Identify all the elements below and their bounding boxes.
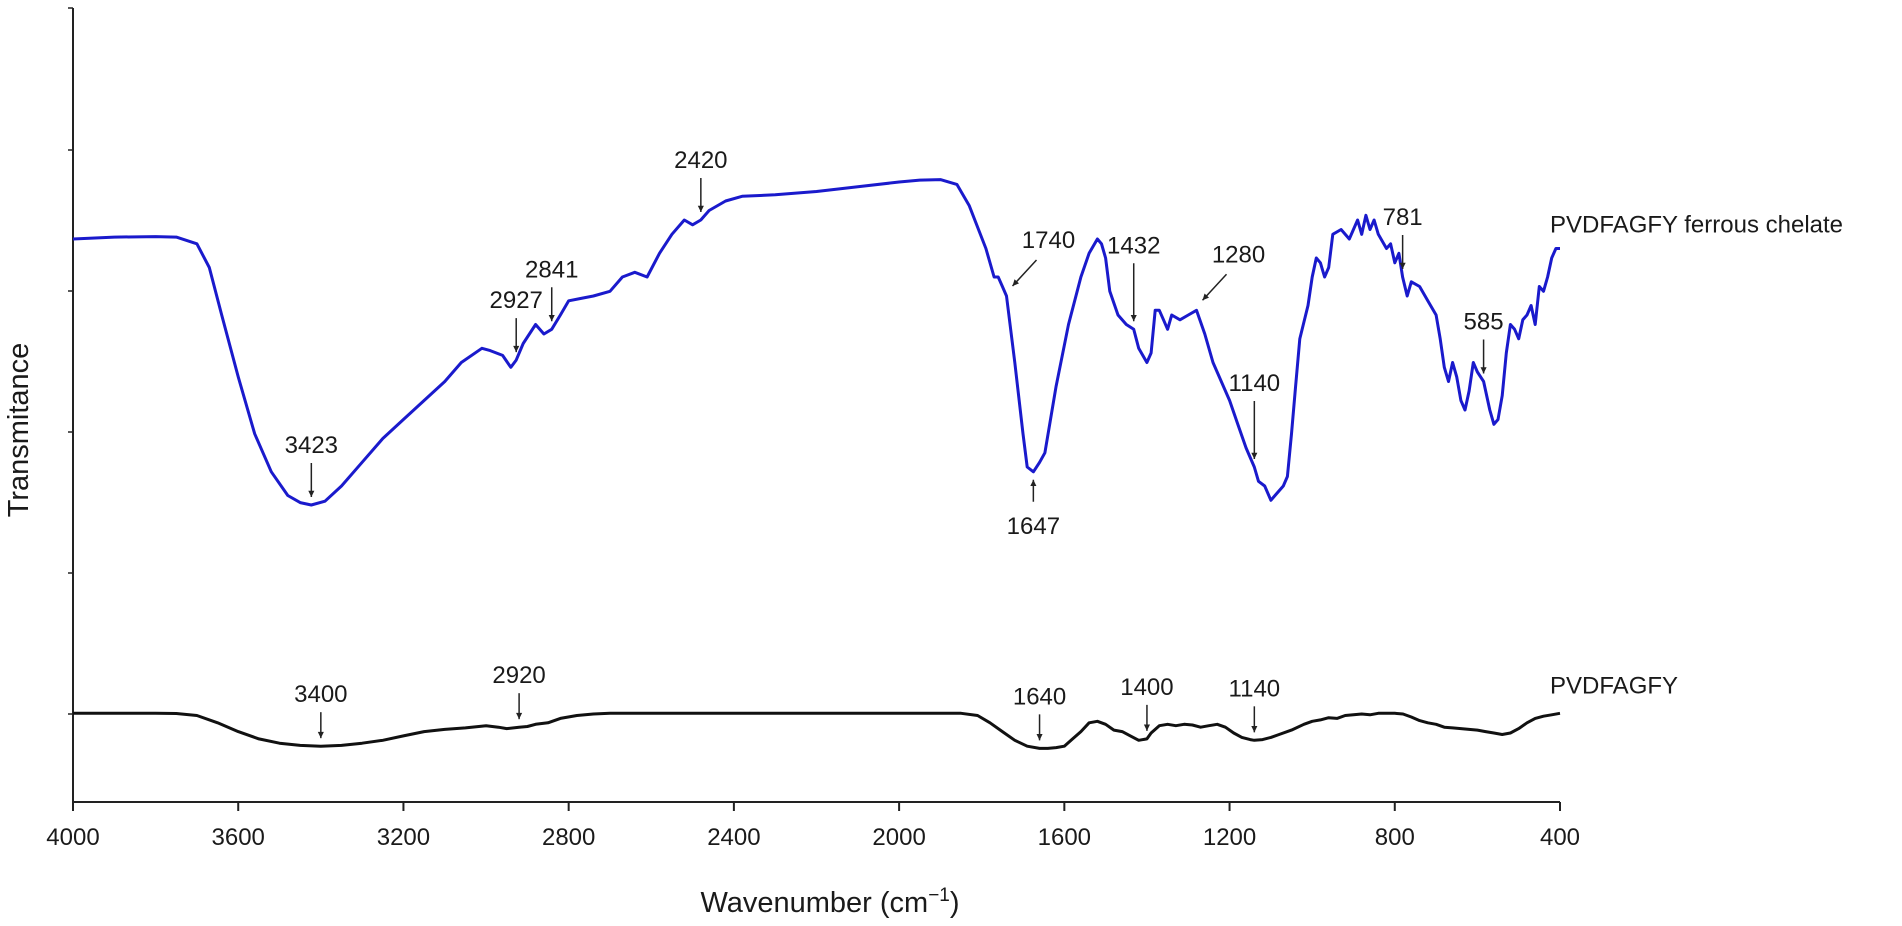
peak-arrowhead <box>697 205 704 212</box>
peak-arrowhead <box>513 345 520 353</box>
peak-label: 781 <box>1383 204 1423 231</box>
peak-label: 2920 <box>492 662 545 689</box>
peak-label: 1400 <box>1120 674 1173 701</box>
axes: 4000 3600 3200 2800 2400 2000 1600 1200 800 400 <box>46 7 1580 851</box>
x-axis-title-superscript: −1 <box>928 885 950 906</box>
peak-label: 3423 <box>285 432 338 459</box>
peak-label: 1647 <box>1007 513 1060 540</box>
peak-arrowhead <box>1480 367 1487 374</box>
peak-label: 2927 <box>490 287 543 314</box>
x-tick-label: 800 <box>1375 824 1415 851</box>
peak-arrowhead <box>1030 479 1037 487</box>
y-axis-title: Transmitance <box>3 343 35 518</box>
x-tick-label: 1600 <box>1038 824 1091 851</box>
peak-label: 1740 <box>1022 227 1075 254</box>
peak-label: 1140 <box>1229 370 1281 397</box>
x-tick-label: 3200 <box>377 824 430 851</box>
x-tick-label: 2400 <box>707 824 760 851</box>
peak-arrowhead <box>1251 452 1258 459</box>
peak-arrowhead <box>317 731 324 739</box>
x-tick-label: 2000 <box>872 824 925 851</box>
peak-arrowhead <box>1251 726 1258 733</box>
peak-label: 3400 <box>294 681 347 708</box>
x-axis-title-close: ) <box>950 887 960 919</box>
peak-label: 1432 <box>1107 232 1160 259</box>
peak-arrowhead <box>516 712 523 720</box>
peak-arrowhead <box>1130 314 1137 322</box>
x-tick-label: 3600 <box>212 824 265 851</box>
peak-label: 585 <box>1464 309 1504 336</box>
peak-arrowhead <box>548 314 555 322</box>
series-line-pvdfagfy <box>73 711 1561 750</box>
x-axis-title: Wavenumber (cm−1) <box>700 885 959 919</box>
peak-label: 1140 <box>1229 675 1281 702</box>
series-label-ferrous-chelate: PVDFAGFY ferrous chelate <box>1550 212 1843 239</box>
series-layer: PVDFAGFY ferrous chelate PVDFAGFY <box>72 178 1843 750</box>
series-line-ferrous-chelate <box>72 178 1560 507</box>
x-tick-label: 4000 <box>46 824 99 851</box>
peak-annotations: 3423 2927 2841 2420 1740 1432 1280 1647 1140 781 5… <box>285 147 1504 741</box>
peak-arrowhead <box>308 490 315 497</box>
x-tick-label: 2800 <box>542 824 595 851</box>
peak-arrowhead <box>1143 724 1150 731</box>
x-tick-label: 400 <box>1540 824 1580 851</box>
peak-label: 2420 <box>674 147 727 174</box>
x-axis-title-text: Wavenumber (cm <box>700 887 928 919</box>
peak-arrowhead <box>1036 734 1043 741</box>
x-tick-label: 1200 <box>1203 824 1256 851</box>
series-label-pvdfagfy: PVDFAGFY <box>1550 672 1678 699</box>
peak-label: 1640 <box>1013 683 1066 710</box>
peak-label: 2841 <box>525 256 578 283</box>
peak-label: 1280 <box>1212 241 1265 268</box>
peak-arrowhead <box>1012 279 1020 286</box>
peak-arrowhead <box>1399 262 1406 269</box>
peak-arrowhead <box>1202 293 1210 301</box>
